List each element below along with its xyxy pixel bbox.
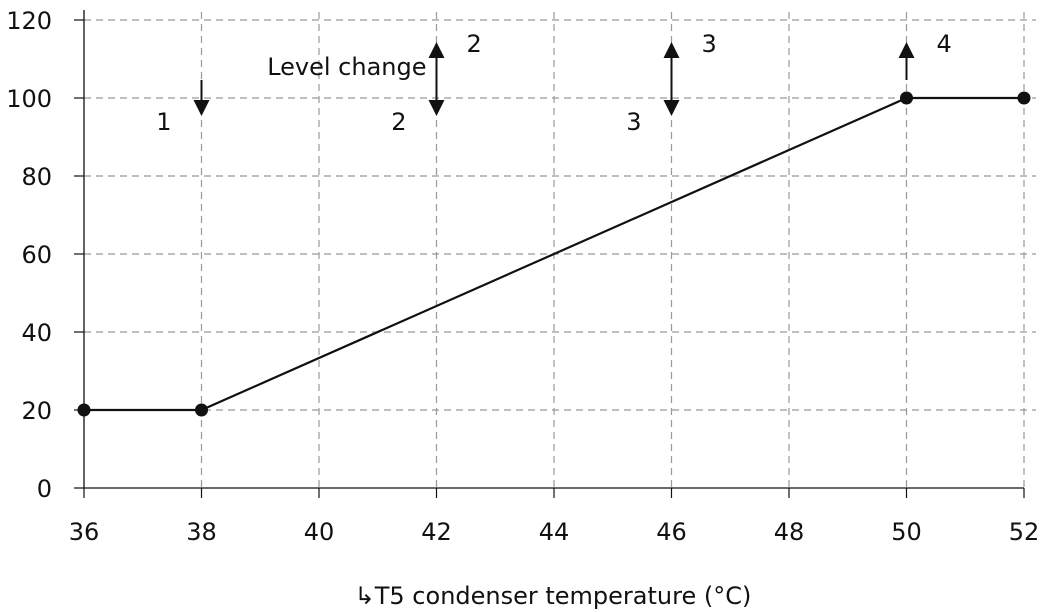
y-tick-label: 40 — [21, 319, 52, 347]
annotations: 1 2 2 3 3 4 Level change — [156, 30, 952, 136]
series-line — [84, 96, 1024, 412]
level-label-down: 1 — [156, 108, 171, 136]
y-tick-label: 20 — [21, 397, 52, 425]
level-change-label: Level change — [267, 53, 426, 81]
arrow-down-head — [193, 100, 210, 116]
level-label-up: 3 — [702, 30, 717, 58]
data-point — [77, 403, 91, 417]
series — [77, 91, 1031, 417]
x-tick-label: 44 — [539, 518, 570, 546]
data-point — [195, 403, 208, 417]
x-tick-label: 48 — [774, 518, 805, 546]
x-tick-label: 46 — [656, 518, 687, 546]
arrow-up-head — [898, 42, 915, 58]
y-tick-label: 120 — [6, 7, 52, 35]
data-point — [1017, 91, 1031, 105]
y-tick-label: 80 — [21, 163, 52, 191]
arrow-down-head — [428, 100, 445, 116]
y-tick-label: 100 — [6, 85, 52, 113]
level-label-up: 4 — [937, 30, 952, 58]
arrow-up-head — [663, 42, 680, 58]
level-label-down: 3 — [626, 108, 641, 136]
arrow-up-head — [428, 42, 445, 58]
data-point — [900, 91, 913, 105]
x-tick-label: 36 — [69, 518, 100, 546]
arrow-down-head — [663, 100, 680, 116]
x-tick-label: 52 — [1009, 518, 1040, 546]
grid — [84, 12, 1036, 488]
x-tick-label: 38 — [186, 518, 217, 546]
level-label-up: 2 — [467, 30, 482, 58]
level-label-down: 2 — [391, 108, 406, 136]
x-tick-label: 40 — [304, 518, 335, 546]
x-axis-title: ↳T5 condenser temperature (°C) — [355, 582, 752, 610]
y-tick-label: 60 — [21, 241, 52, 269]
x-tick-label: 50 — [891, 518, 922, 546]
y-tick-label: 0 — [37, 475, 52, 503]
x-tick-label: 42 — [421, 518, 452, 546]
